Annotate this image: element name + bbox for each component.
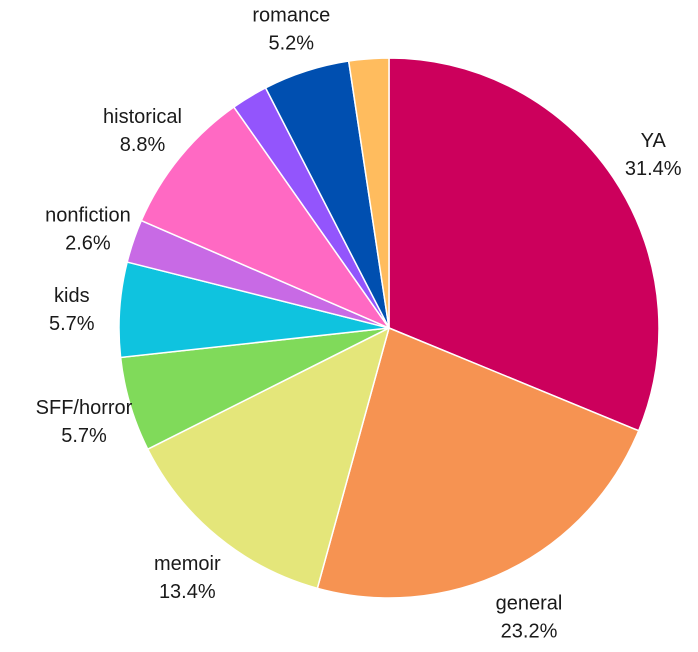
slice-percent: 5.7% bbox=[61, 425, 107, 447]
slice-category: memoir bbox=[154, 553, 221, 575]
slice-percent: 8.8% bbox=[120, 134, 166, 156]
slice-category: kids bbox=[54, 285, 90, 307]
slice-category: nonfiction bbox=[45, 205, 131, 227]
slice-percent: 31.4% bbox=[625, 158, 682, 180]
slice-category: SFF/horror bbox=[36, 397, 133, 419]
slice-label-ya: YA 31.4% bbox=[625, 130, 682, 180]
pie-slice-general bbox=[316, 327, 640, 599]
slice-label-nonfiction: nonfiction 2.6% bbox=[45, 205, 131, 255]
slice-label-memoir: memoir 13.4% bbox=[154, 553, 221, 603]
slice-category: general bbox=[496, 593, 563, 615]
slice-label-general: general 23.2% bbox=[496, 593, 563, 643]
slice-percent: 2.6% bbox=[65, 233, 111, 255]
slice-category: YA bbox=[641, 130, 667, 152]
slice-category: historical bbox=[103, 106, 182, 128]
pie-slice-ya bbox=[388, 57, 660, 432]
pie-slice-memoir bbox=[146, 327, 390, 590]
slice-label-sff-horror: SFF/horror 5.7% bbox=[36, 397, 133, 447]
pie-labels: YA 31.4% general 23.2% memoir 13.4% SFF/horror… bbox=[36, 4, 682, 642]
slice-percent: 23.2% bbox=[501, 621, 558, 643]
slice-label-historical: historical 8.8% bbox=[103, 106, 182, 156]
slice-label-romance: romance 5.2% bbox=[252, 4, 330, 54]
pie-slice-unlabeled-9 bbox=[347, 57, 390, 329]
slice-percent: 5.2% bbox=[269, 32, 315, 54]
slice-percent: 13.4% bbox=[159, 581, 216, 603]
slice-label-kids: kids 5.7% bbox=[49, 285, 95, 335]
pie-slices bbox=[118, 57, 660, 599]
pie-slice-historical bbox=[140, 106, 390, 329]
slice-percent: 5.7% bbox=[49, 313, 95, 335]
slice-category: romance bbox=[252, 4, 330, 26]
